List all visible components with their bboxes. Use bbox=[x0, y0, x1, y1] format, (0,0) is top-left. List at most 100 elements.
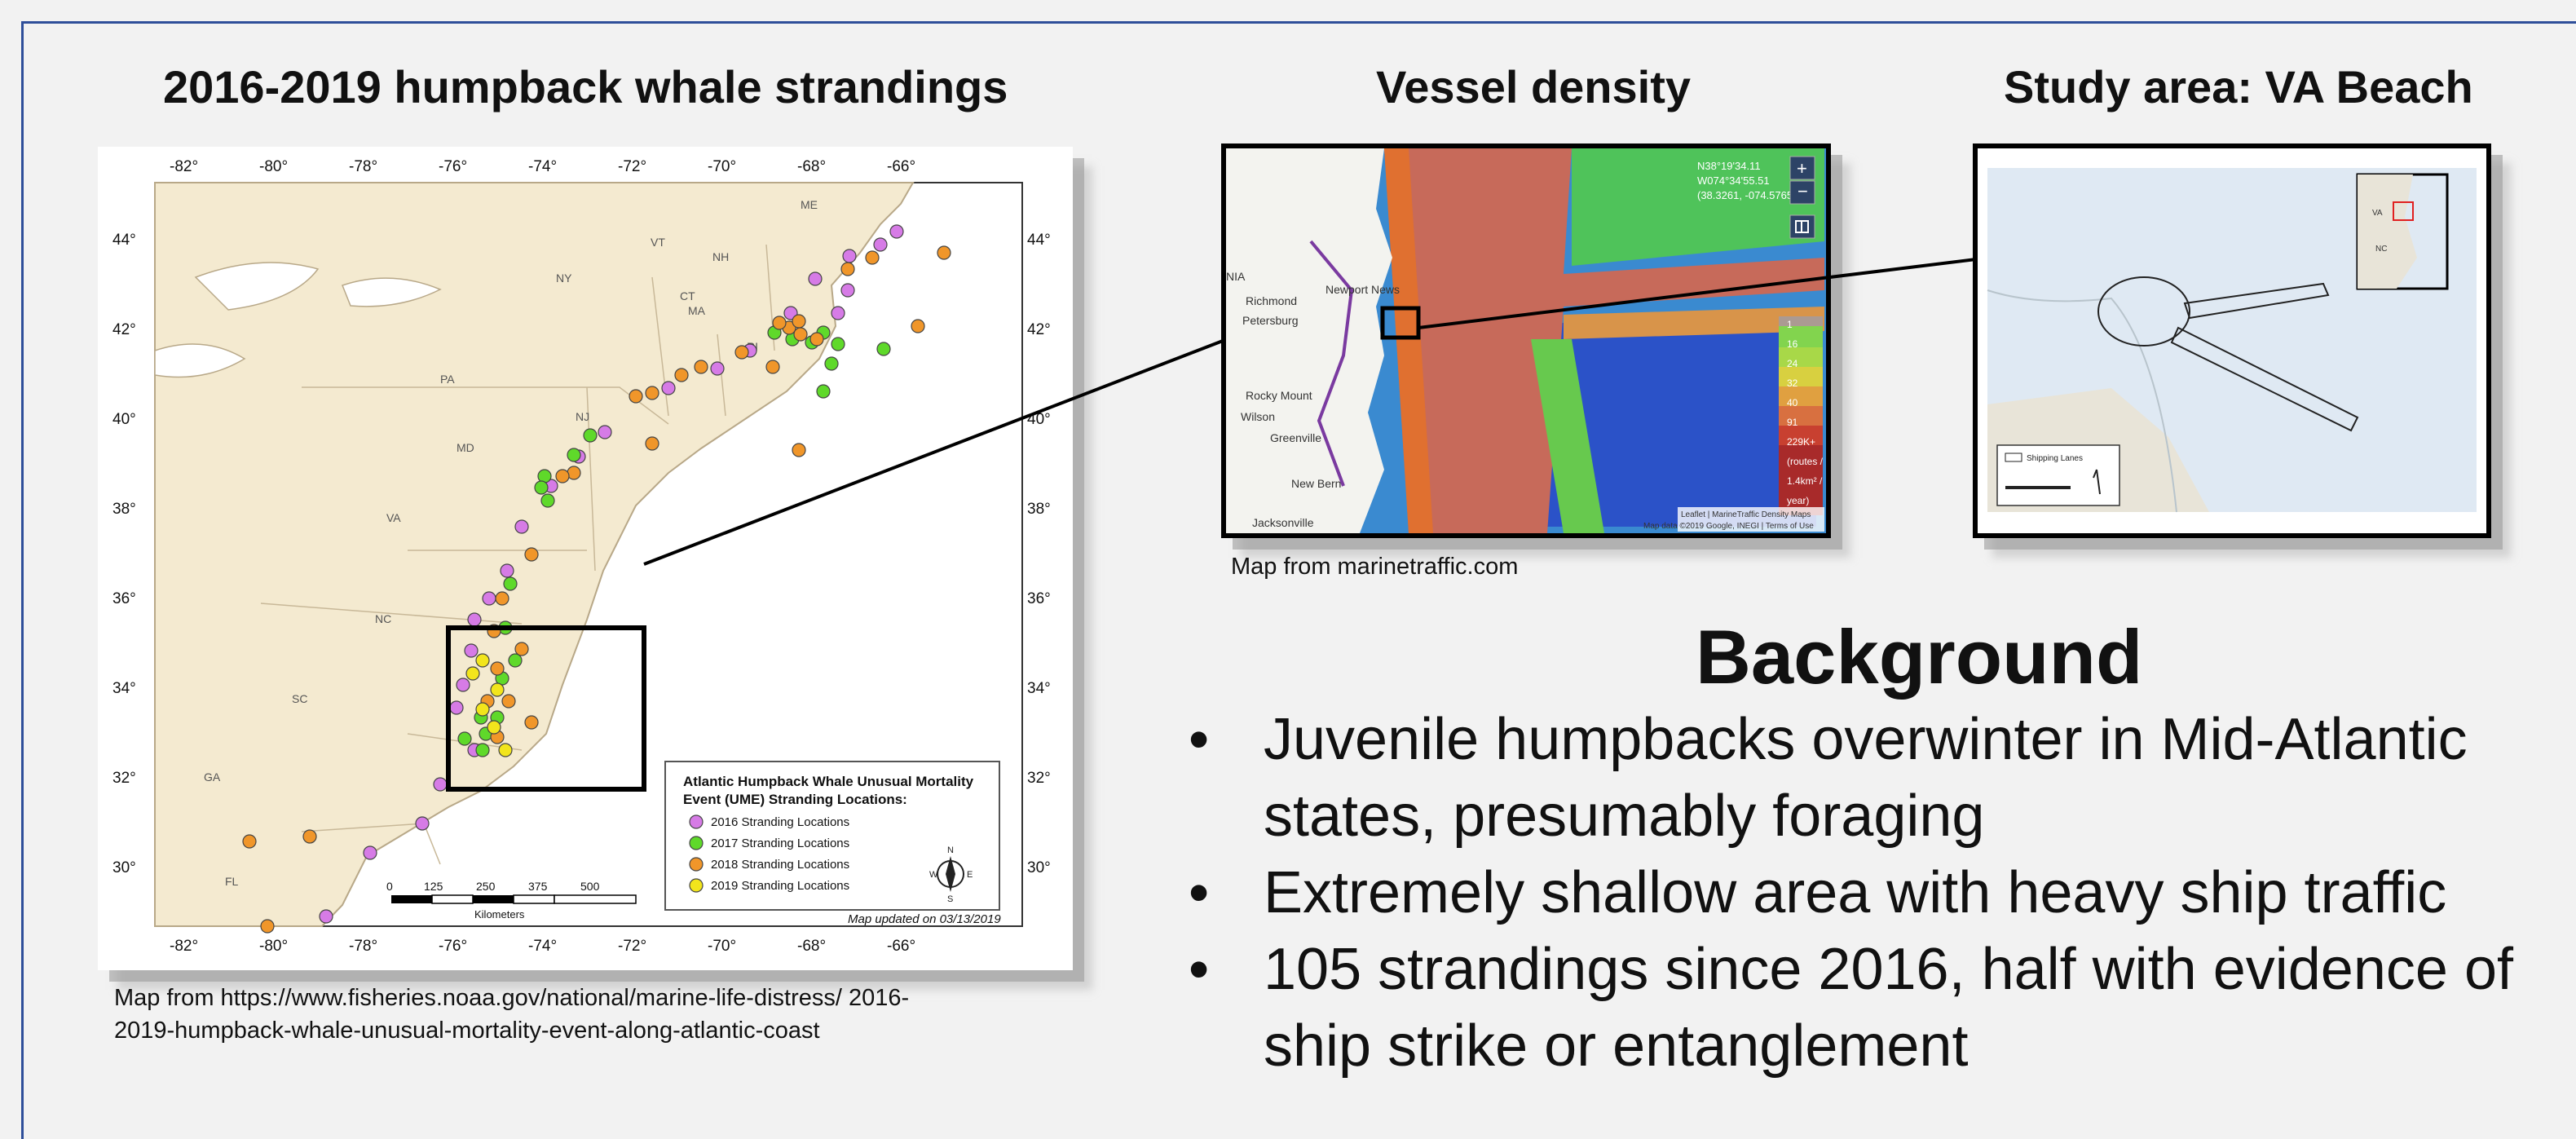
stranding-point bbox=[514, 642, 529, 656]
strandings-map: -82° -82° -80° -80° -78° -78° -76° -76° -74° -74°… bbox=[98, 147, 1073, 970]
place-label: NIA bbox=[1226, 270, 1246, 283]
scale-tick-250: 250 bbox=[476, 880, 496, 893]
place-label: Newport News bbox=[1325, 283, 1400, 296]
coordinate-readout: N38°19'34.11 W074°34'55.51 (38.3261, -07… bbox=[1697, 160, 1796, 201]
place-label: Greenville bbox=[1270, 431, 1321, 444]
state-label-pa: PA bbox=[440, 373, 455, 386]
stranding-point bbox=[809, 332, 824, 347]
stranding-point bbox=[449, 700, 464, 715]
stranding-point bbox=[889, 224, 904, 239]
strandings-map-svg: -82° -82° -80° -80° -78° -78° -76° -76° -74° -74°… bbox=[112, 158, 1051, 955]
stranding-point bbox=[808, 272, 823, 286]
stranding-point bbox=[302, 829, 317, 844]
svg-text:E: E bbox=[967, 870, 973, 880]
place-label: Rocky Mount bbox=[1246, 389, 1312, 402]
lon-tick-top: -82° bbox=[170, 158, 198, 175]
leaflet-attribution[interactable]: Leaflet | MarineTraffic Density Maps bbox=[1681, 510, 1811, 519]
study-area-title: Study area: VA Beach bbox=[2004, 61, 2473, 113]
lon-tick-bottom: -76° bbox=[439, 938, 467, 955]
stranding-point bbox=[772, 316, 787, 330]
stranding-point bbox=[793, 327, 808, 342]
bullet-dot: • bbox=[1189, 707, 1210, 772]
strandings-caption-line-2: 2019-humpback-whale-unusual-mortality-ev… bbox=[114, 1018, 820, 1044]
state-label-nc: NC bbox=[375, 612, 391, 625]
stranding-point bbox=[694, 360, 708, 374]
coord-line-2: W074°34'55.51 bbox=[1697, 174, 1770, 187]
lat-tick-left: 44° bbox=[112, 232, 136, 249]
stranding-point bbox=[674, 368, 689, 382]
bullet-item: • 105 strandings since 2016, half with e… bbox=[1174, 931, 2560, 1084]
state-label-fl: FL bbox=[225, 875, 239, 888]
stranding-point bbox=[629, 389, 643, 404]
place-label: Jacksonville bbox=[1252, 516, 1314, 529]
stranding-point bbox=[792, 443, 806, 457]
stranding-point bbox=[495, 591, 509, 606]
stranding-point bbox=[456, 678, 470, 692]
stranding-point bbox=[873, 237, 888, 252]
map-book-icon bbox=[1795, 220, 1809, 233]
state-label-ma: MA bbox=[688, 304, 706, 317]
lat-tick-right: 44° bbox=[1027, 232, 1051, 249]
stranding-point bbox=[583, 428, 598, 443]
shipping-lanes-legend: Shipping Lanes bbox=[2027, 454, 2083, 463]
density-legend-labels: 1 16 24 32 40 91 229K+ (routes / 1.4km² / year) bbox=[1787, 319, 1824, 506]
zoom-in-button[interactable]: + bbox=[1797, 158, 1807, 179]
lon-tick-bottom: -80° bbox=[259, 938, 288, 955]
strandings-caption-line-1: Map from https://www.fisheries.noaa.gov/… bbox=[114, 985, 910, 1011]
stranding-point bbox=[540, 493, 555, 508]
stranding-point bbox=[260, 919, 275, 934]
lon-tick-top: -70° bbox=[708, 158, 736, 175]
map-data-attribution: Map data ©2019 Google, INEGI | Terms of … bbox=[1643, 522, 1814, 531]
lon-tick-bottom: -66° bbox=[887, 938, 915, 955]
bullet-dot: • bbox=[1189, 937, 1210, 1002]
stranding-point bbox=[475, 702, 490, 717]
layers-button[interactable] bbox=[1789, 214, 1815, 239]
lat-tick-right: 38° bbox=[1027, 501, 1051, 518]
density-legend-label: 32 bbox=[1787, 377, 1798, 389]
stranding-point bbox=[598, 425, 612, 439]
lon-tick-bottom: -70° bbox=[708, 938, 736, 955]
stranding-point bbox=[876, 342, 891, 356]
stranding-point bbox=[475, 743, 490, 757]
state-labels: MEVTNHNYMACTRIPANJMDVANCSCGAFL bbox=[204, 198, 818, 888]
state-label-md: MD bbox=[457, 441, 474, 454]
legend-swatch bbox=[689, 836, 704, 850]
inset-locator-map: VA NC bbox=[2356, 173, 2449, 290]
vessel-density-map: Richmond Petersburg Newport News NIA Rocky M… bbox=[1221, 143, 1831, 538]
lat-tick-left: 32° bbox=[112, 770, 136, 787]
legend-swatch bbox=[689, 857, 704, 872]
stranding-point bbox=[840, 283, 855, 298]
bullet-line: Juvenile humpbacks overwinter in Mid-Atl… bbox=[1264, 707, 2468, 772]
study-area-box bbox=[446, 625, 646, 792]
scale-tick-500: 500 bbox=[580, 880, 600, 893]
lon-tick-top: -80° bbox=[259, 158, 288, 175]
lon-tick-top: -74° bbox=[528, 158, 557, 175]
bullet-line: ship strike or entanglement bbox=[1264, 1013, 1969, 1079]
zoom-out-button[interactable]: − bbox=[1797, 181, 1808, 201]
inset-label-nc: NC bbox=[2375, 245, 2387, 254]
coord-line-1: N38°19'34.11 bbox=[1697, 160, 1761, 172]
stranding-point bbox=[710, 361, 725, 376]
state-label-vt: VT bbox=[651, 236, 665, 249]
stranding-point bbox=[567, 448, 581, 462]
stranding-point bbox=[734, 345, 749, 360]
shipping-lane-south bbox=[2170, 326, 2359, 432]
compass-icon: N W E S bbox=[929, 845, 973, 904]
stranding-point bbox=[840, 262, 855, 276]
stranding-point bbox=[433, 777, 448, 792]
lon-tick-bottom: -72° bbox=[618, 938, 646, 955]
scale-bar: 0 125 250 375 500 Kilometers bbox=[386, 880, 637, 920]
density-legend-label: 24 bbox=[1787, 358, 1798, 369]
bullet-line: Extremely shallow area with heavy ship t… bbox=[1264, 860, 2447, 925]
stranding-point bbox=[490, 682, 505, 697]
stranding-point bbox=[937, 245, 951, 260]
strandings-title: 2016-2019 humpback whale strandings bbox=[163, 61, 1008, 113]
bullet-line: 105 strandings since 2016, half with evi… bbox=[1264, 937, 2513, 1002]
state-label-nh: NH bbox=[712, 250, 729, 263]
density-legend-label: 1 bbox=[1787, 319, 1793, 330]
svg-text:W: W bbox=[929, 870, 938, 880]
study-legend: Shipping Lanes bbox=[1996, 444, 2120, 506]
scale-unit: Kilometers bbox=[474, 908, 525, 920]
place-label: Richmond bbox=[1246, 294, 1297, 307]
legend-items: 2016 Stranding Locations 2017 Stranding L… bbox=[689, 815, 849, 893]
